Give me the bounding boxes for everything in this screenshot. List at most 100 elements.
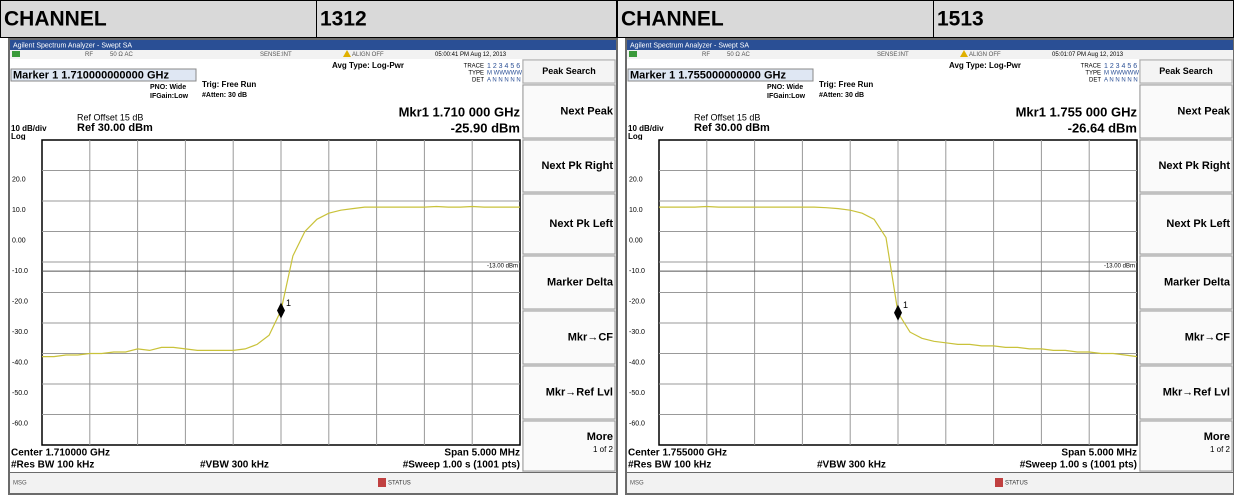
type-val: M WWWWW — [1104, 71, 1139, 77]
y-tick-label: -20.0 — [629, 298, 645, 305]
ref-level: Ref 30.00 dBm — [77, 122, 153, 134]
softkey[interactable] — [1139, 193, 1233, 255]
y-tick-label: 0.00 — [629, 237, 643, 244]
softkey-header — [522, 59, 616, 84]
time: 05:01:07 PM Aug 12, 2013 — [1052, 52, 1124, 58]
scale: 10 dB/div — [11, 124, 47, 133]
det-label: DET — [1089, 78, 1101, 84]
sweep: #Sweep 1.00 s (1001 pts) — [1020, 460, 1137, 471]
status-icon — [378, 478, 386, 487]
center-freq: Center 1.755000 GHz — [628, 448, 727, 459]
softkey[interactable] — [1139, 139, 1233, 193]
ifgain: IFGain:Low — [150, 93, 189, 100]
marker-number: 1 — [286, 298, 291, 308]
softkey-label: Next Peak — [560, 105, 613, 117]
trace-nums: 1 2 3 4 5 6 — [487, 63, 520, 70]
display-line-label: -13.00 dBm — [487, 264, 518, 270]
y-tick-label: -30.0 — [629, 329, 645, 336]
softkey[interactable] — [522, 193, 616, 255]
marker-number: 1 — [903, 300, 908, 310]
rf: RF — [85, 52, 93, 58]
pno: PNO: Wide — [150, 84, 186, 91]
softkey[interactable] — [1139, 255, 1233, 310]
align: ALIGN OFF — [352, 52, 384, 58]
status-icon — [995, 478, 1003, 487]
det-val: A N N N N N — [1104, 78, 1138, 84]
marker-freq: Mkr1 1.710 000 GHz — [399, 104, 521, 119]
y-tick-label: -30.0 — [12, 329, 28, 336]
softkey-label: Mkr→Ref Lvl — [1163, 386, 1230, 398]
status-strip — [10, 50, 616, 59]
msg: MSG — [630, 481, 644, 487]
marker-title-box — [627, 68, 814, 82]
status-button: STATUS — [388, 481, 411, 487]
trace-nums: 1 2 3 4 5 6 — [1104, 63, 1137, 70]
sweep: #Sweep 1.00 s (1001 pts) — [403, 460, 520, 471]
softkey[interactable] — [522, 255, 616, 310]
vbw: #VBW 300 kHz — [817, 460, 886, 471]
avg-type: Avg Type: Log-Pwr — [332, 61, 404, 70]
bottom-info — [627, 446, 1139, 472]
message-bar — [627, 473, 1233, 493]
marker-amp: -25.90 dBm — [451, 120, 520, 135]
softkey-label: Next Pk Right — [1158, 160, 1230, 172]
center-freq: Center 1.710000 GHz — [11, 448, 110, 459]
y-tick-label: -40.0 — [12, 359, 28, 366]
type-val: M WWWWW — [487, 71, 522, 77]
align: ALIGN OFF — [969, 52, 1001, 58]
header-value: 1312 — [320, 8, 367, 31]
msg: MSG — [13, 481, 27, 487]
det-label: DET — [472, 78, 484, 84]
rf: RF — [702, 52, 710, 58]
trace-label: TRACE — [464, 64, 484, 70]
softkey[interactable] — [1139, 365, 1233, 420]
softkey-label: Next Pk Left — [549, 218, 613, 230]
title-bar — [627, 40, 1233, 50]
y-tick-label: 20.0 — [629, 176, 643, 183]
type-label: TYPE — [468, 71, 484, 77]
sense: SENSE:INT — [260, 52, 292, 58]
header-label: CHANNEL — [621, 8, 724, 31]
softkey-label: Next Pk Right — [541, 160, 613, 172]
softkey[interactable] — [522, 139, 616, 193]
pno: PNO: Wide — [767, 84, 803, 91]
softkey[interactable] — [1139, 310, 1233, 365]
y-tick-label: -10.0 — [12, 268, 28, 275]
span: Span 5.000 MHz — [1061, 448, 1137, 459]
softkey[interactable] — [522, 420, 616, 472]
y-tick-label: -20.0 — [12, 298, 28, 305]
y-tick-label: 10.0 — [12, 207, 26, 214]
log: Log — [11, 132, 26, 141]
softkey[interactable] — [522, 310, 616, 365]
marker-title: Marker 1 1.710000000000 GHz — [13, 69, 169, 81]
title-bar-text: Agilent Spectrum Analyzer - Swept SA — [13, 42, 132, 49]
title-bar — [10, 40, 616, 50]
header-value: 1513 — [937, 8, 984, 31]
marker-amp: -26.64 dBm — [1068, 120, 1137, 135]
softkey[interactable] — [1139, 420, 1233, 472]
align-warning-icon — [343, 50, 351, 57]
avg-type: Avg Type: Log-Pwr — [949, 61, 1021, 70]
span: Span 5.000 MHz — [444, 448, 520, 459]
status-strip — [627, 50, 1233, 59]
header-cell — [933, 0, 1234, 38]
trig: Trig: Free Run — [819, 80, 873, 89]
softkey[interactable] — [522, 365, 616, 420]
y-tick-label: 20.0 — [12, 176, 26, 183]
trig: Trig: Free Run — [202, 80, 256, 89]
marker-title: Marker 1 1.755000000000 GHz — [630, 69, 786, 81]
softkey-label: More — [587, 431, 613, 443]
atten: #Atten: 30 dB — [202, 92, 247, 99]
softkey[interactable] — [1139, 84, 1233, 139]
marker-diamond — [894, 304, 902, 321]
message-bar — [10, 473, 616, 493]
atten: #Atten: 30 dB — [819, 92, 864, 99]
display-line-label: -13.00 dBm — [1104, 264, 1135, 270]
y-tick-label: -10.0 — [629, 268, 645, 275]
header-cell — [316, 0, 617, 38]
softkey-header-text: Peak Search — [1159, 66, 1213, 76]
softkey[interactable] — [522, 84, 616, 139]
softkey-label: Marker Delta — [1164, 276, 1231, 288]
scale: 10 dB/div — [628, 124, 664, 133]
lxi-icon — [629, 51, 637, 57]
